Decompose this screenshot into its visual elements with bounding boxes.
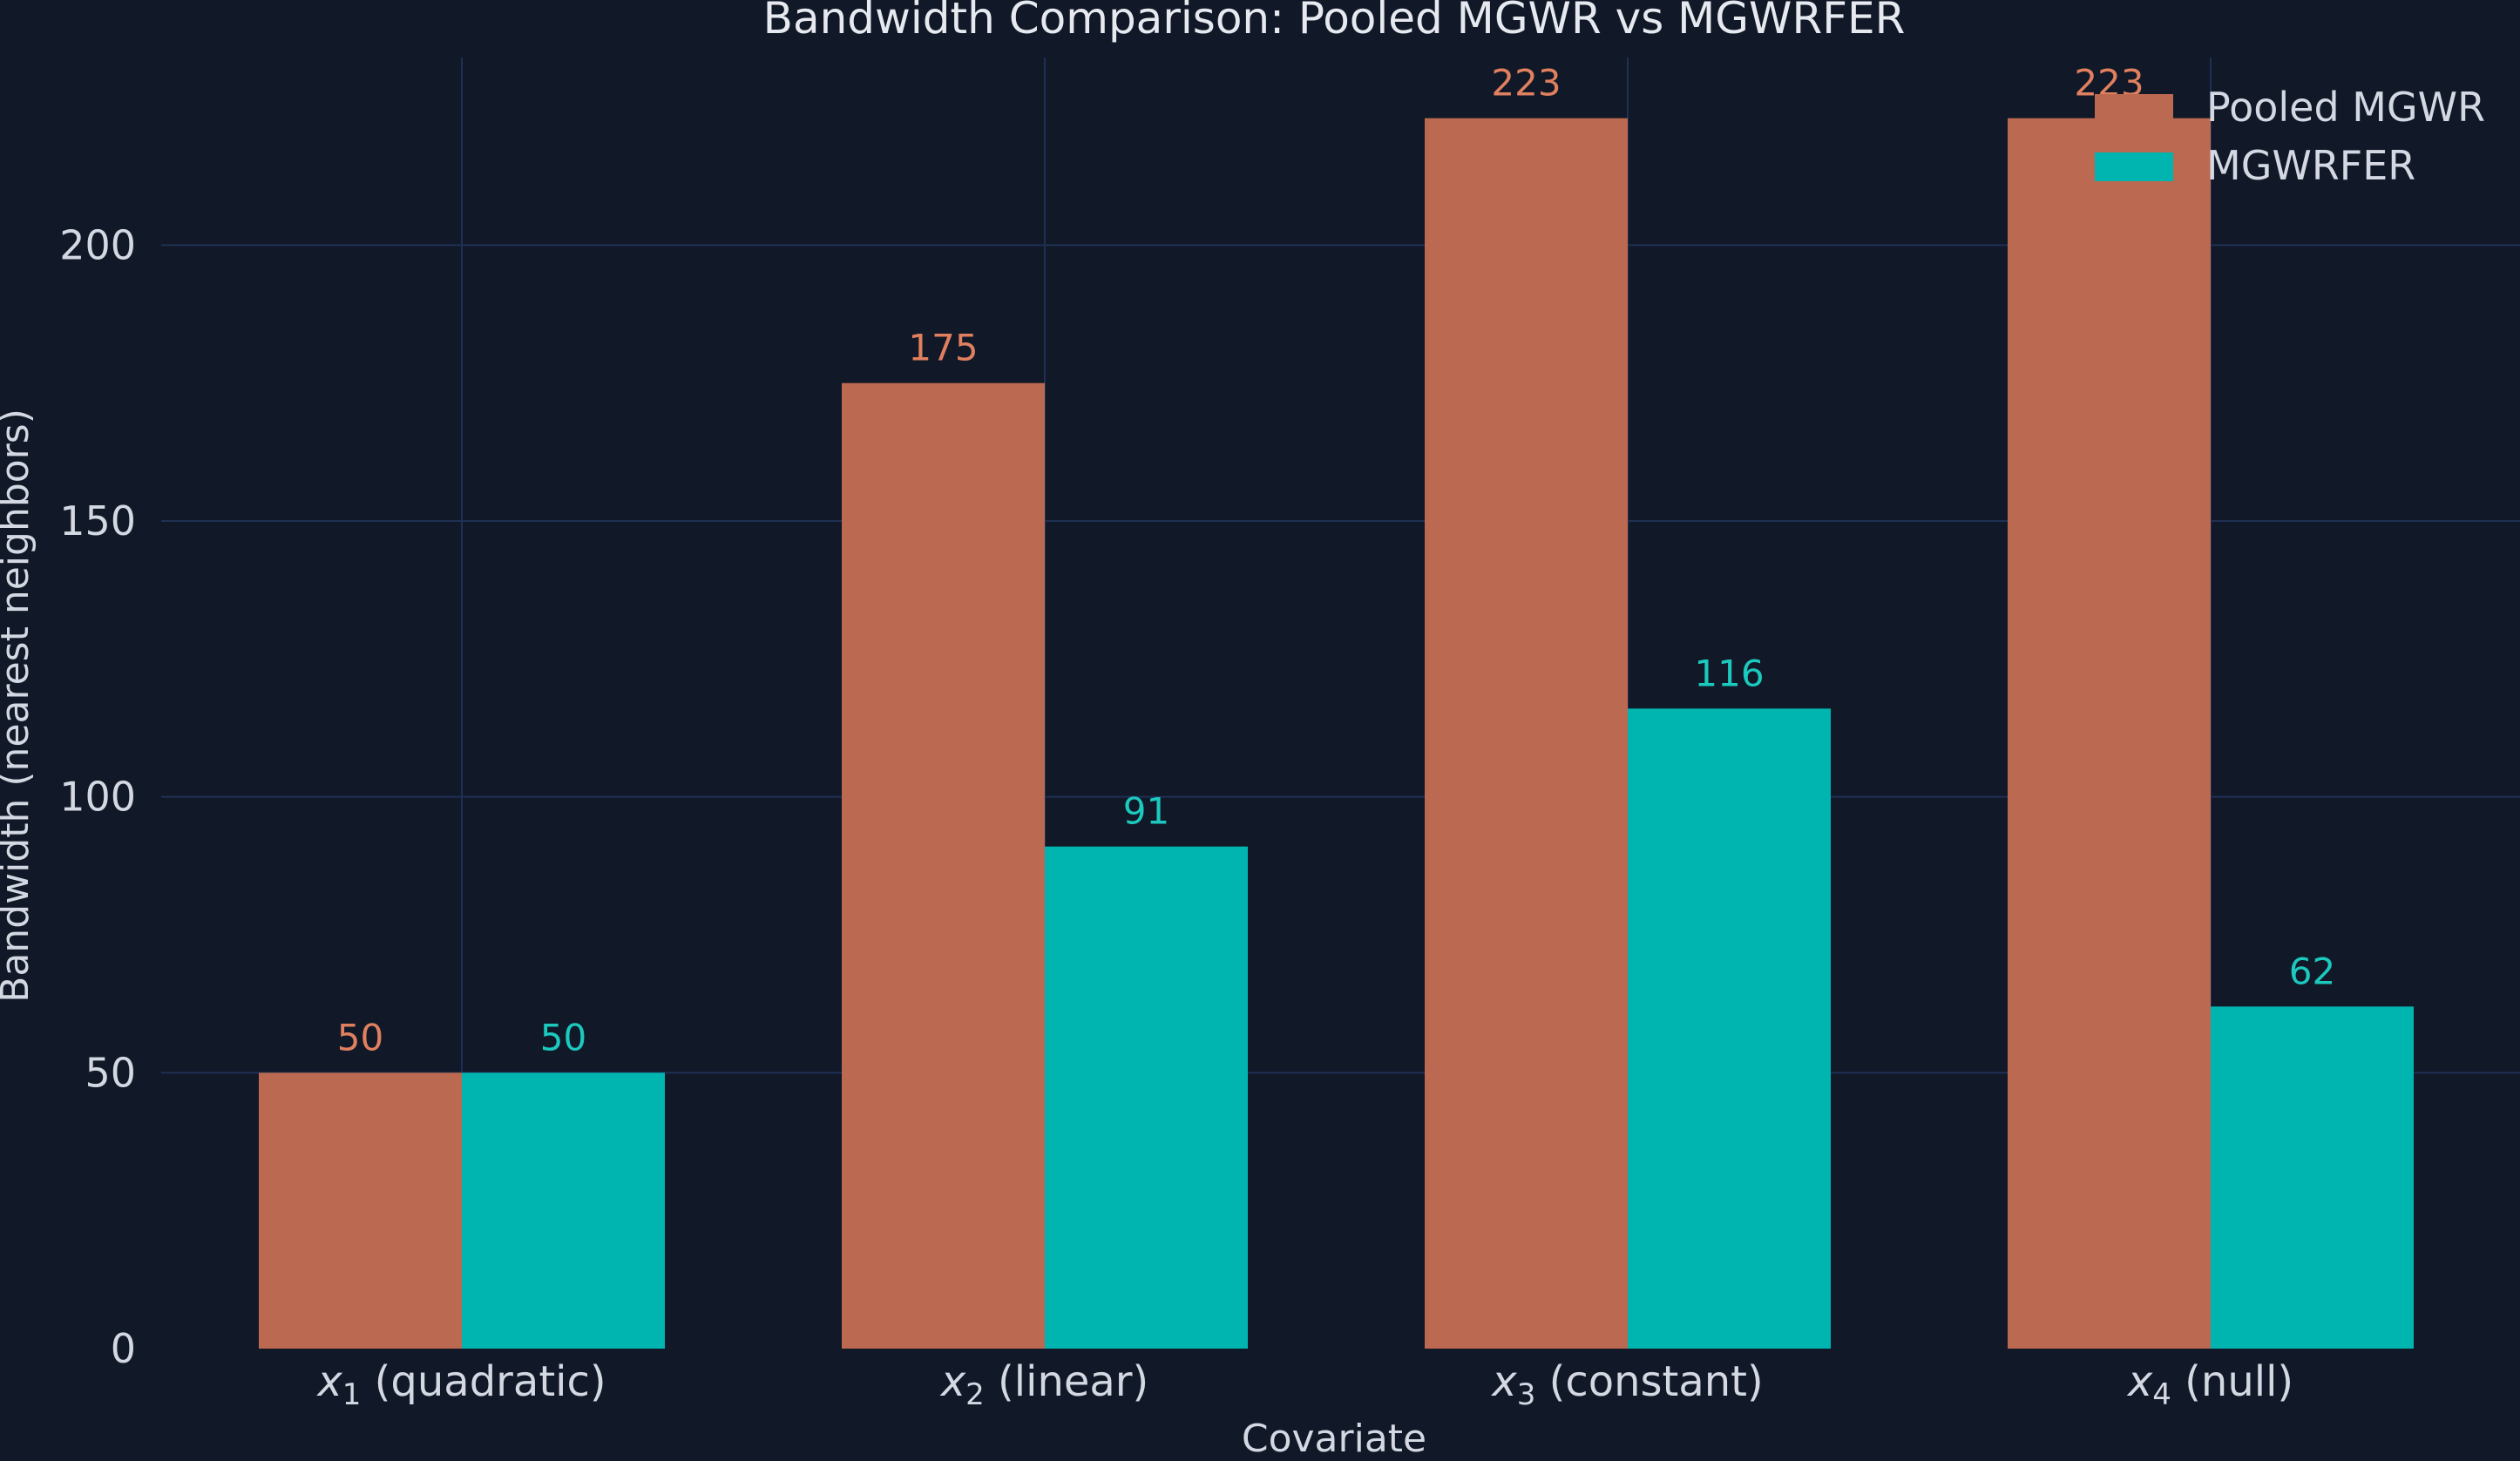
x-tick-label: x1 (quadratic) [315,1357,606,1412]
bar-pooled-mgwr [1425,118,1628,1349]
chart-title: Bandwidth Comparison: Pooled MGWR vs MGW… [763,0,1906,44]
data-label: 50 [337,1016,383,1059]
data-label: 223 [1491,62,1561,105]
y-tick-label: 200 [59,221,136,268]
axes: 0 50 100 150 200 x1 (quadratic) x2 (linear) x3 … [59,221,2293,1412]
y-axis-title: Bandwidth (nearest neighbors) [0,409,37,1003]
legend-label: MGWRFER [2206,142,2415,189]
x-tick-label: x4 (null) [2126,1357,2293,1412]
x-tick-label: x2 (linear) [939,1357,1149,1412]
bar-mgwrfer [1045,846,1248,1349]
x-axis-title: Covariate [1242,1417,1426,1461]
data-label: 91 [1123,790,1169,833]
bar-mgwrfer [1628,708,1831,1349]
legend-swatch [2095,94,2173,123]
data-label: 62 [2289,950,2335,992]
y-tick-label: 50 [85,1049,136,1096]
bar-pooled-mgwr [2008,118,2211,1349]
legend: Pooled MGWR MGWRFER [2095,84,2485,189]
data-label: 116 [1694,652,1764,694]
y-tick-label: 150 [59,497,136,544]
legend-swatch [2095,152,2173,181]
data-label: 175 [908,327,978,369]
bar-pooled-mgwr [842,382,1045,1349]
bar-pooled-mgwr [259,1072,462,1349]
bar-mgwrfer [2211,1006,2414,1349]
bars [259,118,2414,1349]
bar-mgwrfer [462,1072,665,1349]
y-tick-label: 100 [59,774,136,821]
x-tick-label: x3 (constant) [1490,1357,1763,1412]
legend-label: Pooled MGWR [2206,84,2485,131]
data-label: 50 [540,1016,586,1059]
y-tick-label: 0 [111,1325,136,1372]
